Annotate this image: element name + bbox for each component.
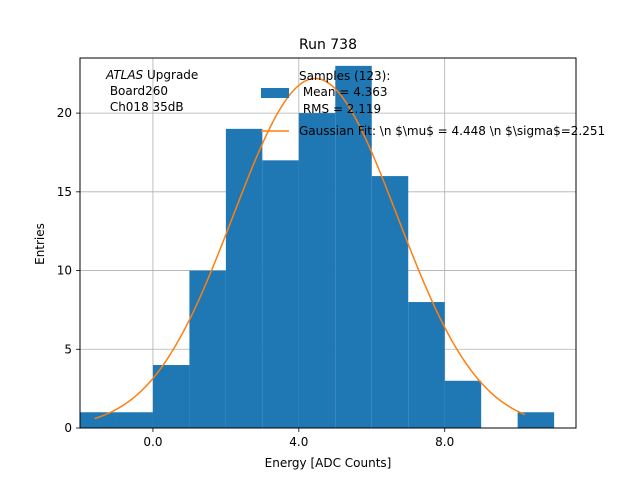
histogram-bar (189, 270, 226, 428)
tick-layer: 0.0 4.0 8.0 0 5 10 15 20 (57, 106, 455, 449)
histogram-bar (152, 365, 190, 428)
legend-histogram-swatch (261, 88, 289, 98)
y-axis-label: Entries (33, 223, 47, 265)
channel-label: Ch018 35dB (106, 100, 184, 114)
legend-fit-label: Gaussian Fit: \n $\mu$ = 4.448 \n $\sigm… (299, 124, 605, 138)
atlas-label: ATLAS (105, 68, 144, 82)
x-tick-label: 0.0 (143, 435, 162, 449)
plot-frame (79, 57, 577, 429)
histogram-bar (298, 113, 336, 428)
histogram-bar (335, 65, 372, 428)
y-tick-label: 15 (57, 185, 72, 199)
histogram-bar (116, 412, 153, 428)
histogram-bar (444, 380, 482, 428)
y-tick-label: 0 (64, 421, 72, 435)
fit-layer (94, 77, 526, 420)
y-tick-label: 5 (64, 342, 72, 356)
histogram-bar (262, 160, 299, 428)
gaussian-fit-curve (94, 77, 526, 420)
histogram-bar (408, 302, 445, 428)
x-tick-label: 4.0 (289, 435, 308, 449)
histogram-bar (225, 128, 263, 428)
atlas-annotation-line-1: ATLAS Upgrade (105, 68, 198, 82)
histogram-bar (517, 412, 555, 428)
atlas-annotation: ATLAS Upgrade Board260 Ch018 35dB (105, 68, 198, 114)
board-label: Board260 (106, 84, 168, 98)
histogram-bar (371, 176, 409, 428)
x-tick-label: 8.0 (435, 435, 454, 449)
bar-layer (80, 65, 555, 428)
chart-title: Run 738 (299, 37, 357, 53)
legend: Samples (123): Mean = 4.363 RMS = 2.119 … (261, 69, 605, 138)
y-tick-label: 10 (57, 264, 72, 278)
legend-histogram-line-3: RMS = 2.119 (299, 102, 381, 116)
legend-histogram-line-1: Samples (123): (299, 69, 390, 83)
x-axis-label: Energy [ADC Counts] (265, 456, 392, 470)
y-tick-label: 20 (57, 106, 72, 120)
legend-histogram-line-2: Mean = 4.363 (299, 85, 388, 99)
histogram-bar (80, 412, 117, 428)
upgrade-label: Upgrade (143, 68, 198, 82)
